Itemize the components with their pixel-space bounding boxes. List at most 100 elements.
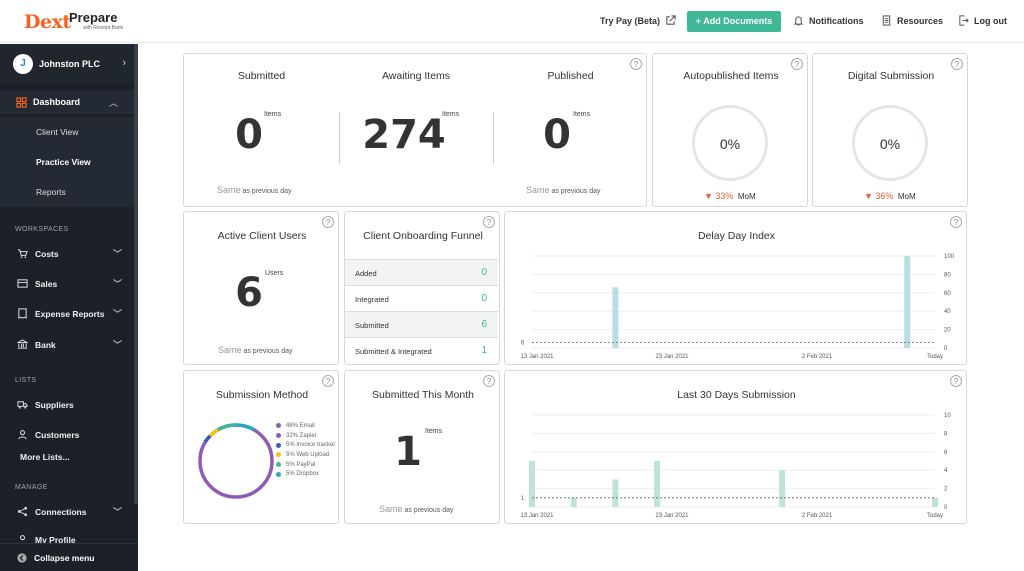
chevron-down-icon: ﹀ [112, 279, 122, 289]
product-title: Prepare [69, 10, 118, 25]
submission-method-title: Submission Method [215, 389, 309, 401]
client-switcher[interactable]: J Johnston PLC › [0, 44, 134, 84]
sidebar-item-label: Dashboard [33, 97, 81, 107]
awaiting-count: 274 [362, 112, 446, 158]
sidebar-item-expense-reports[interactable]: Expense Reports ﹀ [17, 307, 122, 320]
published-count: 0 [543, 112, 571, 158]
help-icon[interactable]: ? [322, 216, 334, 228]
customers-icon [18, 430, 27, 440]
help-icon[interactable]: ? [483, 375, 495, 387]
resources-link[interactable]: Resources [881, 15, 943, 26]
active-users-unit: Users [265, 270, 284, 277]
y-tick-label: 2 [944, 487, 948, 493]
help-icon[interactable]: ? [630, 58, 642, 70]
published-comparison: Same as previous day [526, 185, 601, 195]
subnav-reports[interactable]: Reports [36, 187, 66, 197]
sidebar-scrollbar[interactable] [134, 44, 138, 504]
x-tick-label: Today [927, 354, 943, 360]
funnel-row[interactable]: Added 0 [345, 259, 498, 285]
donut-slice-web-upload [208, 428, 219, 438]
y-tick-label: 4 [944, 468, 948, 474]
funnel-value: 1 [481, 345, 487, 356]
notifications-link[interactable]: Notifications [793, 15, 864, 26]
sidebar-item-bank[interactable]: Bank ﹀ [17, 338, 122, 351]
digital-value: 0% [879, 136, 901, 152]
funnel-row[interactable]: Integrated 0 [345, 285, 498, 311]
sidebar-item-label: Sales [35, 278, 58, 289]
legend-item: 48% Email [276, 421, 335, 431]
legend-item: 5% Dropbox [276, 469, 335, 479]
sidebar-item-label: Bank [35, 339, 56, 350]
subnav-practice-view[interactable]: Practice View [36, 157, 91, 167]
subnav-client-view[interactable]: Client View [36, 127, 79, 137]
legend-item: 32% Zapier [276, 431, 335, 441]
submitted-month-unit: Items [425, 428, 443, 435]
submitted-month-title: Submitted This Month [372, 389, 474, 401]
dext-logo[interactable]: Dext [24, 11, 71, 33]
sales-icon [17, 279, 28, 288]
sidebar-item-customers[interactable]: Customers [17, 429, 122, 440]
delay-chart: 0 20 40 60 80 100 6 13 Jan 2021 23 Jan 2021 2 Feb… [520, 254, 954, 360]
sidebar-item-costs[interactable]: Costs ﹀ [17, 247, 122, 260]
y-tick-label: 0 [944, 346, 948, 352]
help-icon[interactable]: ? [951, 58, 963, 70]
more-lists-link[interactable]: More Lists... [20, 452, 70, 462]
y-tick-label: 40 [944, 309, 951, 315]
try-pay-link[interactable]: Try Pay (Beta) [600, 15, 676, 26]
sidebar-item-dashboard[interactable]: Dashboard ︿ [0, 90, 134, 114]
submitted-title: Submitted [237, 70, 286, 82]
onboarding-funnel-card: ? Client Onboarding Funnel Added 0 Integ… [344, 211, 500, 365]
collapse-menu-button[interactable]: Collapse menu [0, 543, 138, 571]
donut-slice-invoice-tracker [203, 434, 212, 444]
collapse-label: Collapse menu [34, 552, 95, 563]
chart-bar [529, 461, 535, 507]
help-icon[interactable]: ? [322, 375, 334, 387]
y-tick-label: 60 [944, 291, 951, 297]
submitted-month-count: 1 [394, 429, 422, 475]
chevron-down-icon: ﹀ [112, 507, 122, 517]
sidebar-item-my-profile[interactable]: My Profile [17, 534, 122, 545]
submitted-count: 0 [235, 112, 263, 158]
funnel-row[interactable]: Submitted 6 [345, 311, 498, 337]
published-title: Published [547, 70, 594, 82]
reference-label: 6 [521, 340, 525, 346]
donut-slice-dropbox [235, 423, 255, 432]
sidebar-item-connections[interactable]: Connections ﹀ [17, 505, 122, 518]
connections-icon [17, 506, 28, 517]
chevron-down-icon: ﹀ [112, 249, 122, 259]
collapse-arrow-icon [17, 552, 27, 563]
product-subtitle: with Receipt Bank [83, 25, 124, 31]
last-30-days-chart: 0 2 4 6 8 10 1 13 Jan 2021 23 Jan 2021 2 Feb 2021… [520, 413, 951, 519]
digital-change: ▼ 36% MoM [864, 191, 916, 201]
sidebar-item-label: Suppliers [35, 399, 74, 410]
chart-bar [612, 287, 619, 348]
chart-bar [779, 470, 786, 507]
submitted-this-month-card: ? Submitted This Month 1 Items Same as p… [344, 370, 500, 524]
avatar: J [13, 54, 33, 74]
chart-bar [612, 479, 619, 507]
sidebar-item-sales[interactable]: Sales ﹀ [17, 277, 122, 290]
chevron-down-icon: ﹀ [112, 309, 122, 319]
cart-icon [17, 249, 28, 258]
donut-slice-paypal [217, 423, 237, 432]
logout-icon [959, 15, 969, 26]
logout-link[interactable]: Log out [958, 15, 1007, 26]
x-tick-label: 13 Jan 2021 [520, 513, 554, 519]
help-icon[interactable]: ? [483, 216, 495, 228]
chevron-up-icon: ︿ [108, 98, 118, 108]
add-documents-button[interactable]: + Add Documents [687, 11, 781, 32]
help-icon[interactable]: ? [791, 58, 803, 70]
delay-chart-title: Delay Day Index [697, 230, 776, 242]
help-icon[interactable]: ? [950, 216, 962, 228]
legend-item: 5% Web Upload [276, 450, 335, 460]
y-tick-label: 10 [944, 413, 951, 419]
autopublished-card: ? Autopublished Items 0% ▼ 33% MoM [652, 53, 808, 207]
funnel-value: 0 [481, 267, 487, 278]
help-icon[interactable]: ? [950, 375, 962, 387]
funnel-row[interactable]: Submitted & Integrated 1 [345, 337, 498, 363]
x-tick-label: 2 Feb 2021 [802, 354, 833, 360]
notifications-label: Notifications [809, 15, 864, 26]
x-tick-label: 13 Jan 2021 [520, 354, 554, 360]
digital-ring [852, 105, 928, 181]
sidebar-item-suppliers[interactable]: Suppliers [17, 399, 122, 410]
